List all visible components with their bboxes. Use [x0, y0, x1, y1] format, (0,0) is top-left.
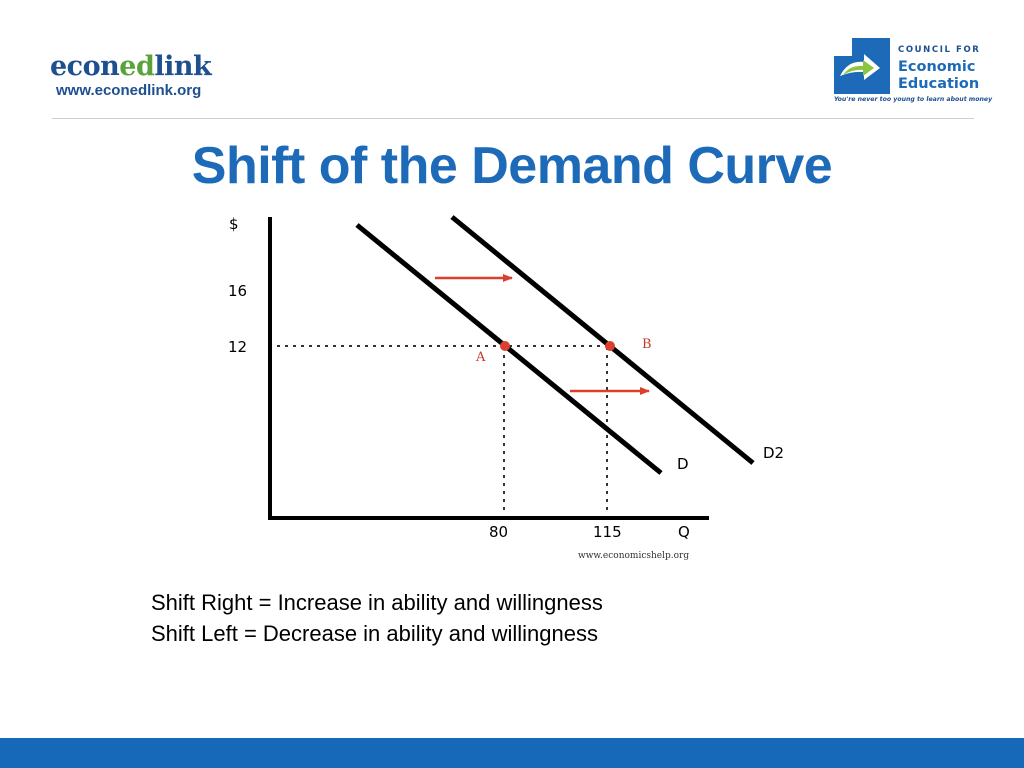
equilibrium-point-b — [605, 341, 615, 351]
demand-curve-d2 — [450, 215, 755, 465]
caption-shift-left: Shift Left = Decrease in ability and wil… — [151, 621, 598, 646]
x-axis-label: Q — [678, 523, 690, 541]
caption-shift-right: Shift Right = Increase in ability and wi… — [151, 590, 603, 615]
equilibrium-point-a — [500, 341, 510, 351]
y-tick-16: 16 — [228, 282, 247, 300]
wordmark-link: link — [154, 51, 212, 82]
source-watermark: www.economicshelp.org — [578, 551, 689, 561]
cee-line2: Economic — [898, 59, 976, 75]
cee-line1: COUNCIL FOR — [898, 45, 981, 55]
x-tick-115: 115 — [593, 523, 622, 541]
caption: Shift Right = Increase in ability and wi… — [151, 587, 603, 649]
council-for-economic-education-logo: COUNCIL FOR Economic Education You're ne… — [834, 38, 992, 110]
y-tick-12: 12 — [228, 338, 247, 356]
wordmark-ed: ed — [119, 51, 155, 82]
econedlink-wordmark: econedlink — [50, 51, 212, 82]
curve-label-d2: D2 — [763, 444, 784, 462]
footer-bar — [0, 738, 1024, 768]
x-tick-80: 80 — [489, 523, 508, 541]
cee-emblem-icon — [834, 38, 890, 94]
point-label-a: A — [475, 350, 486, 365]
cee-tagline: You're never too young to learn about mo… — [834, 96, 993, 103]
wordmark-econ: econ — [50, 51, 120, 82]
econedlink-logo: econedlink www.econedlink.org — [50, 51, 212, 100]
point-label-b: B — [642, 337, 652, 352]
cee-line3: Education — [898, 76, 980, 92]
slide-title: Shift of the Demand Curve — [191, 137, 833, 195]
header-divider — [52, 118, 974, 119]
demand-shift-diagram: $ 16 12 80 115 Q D D2 A B www.economicsh… — [228, 215, 784, 561]
y-axis-label: $ — [229, 215, 239, 233]
curve-label-d: D — [677, 455, 689, 473]
econedlink-url: www.econedlink.org — [56, 82, 202, 99]
